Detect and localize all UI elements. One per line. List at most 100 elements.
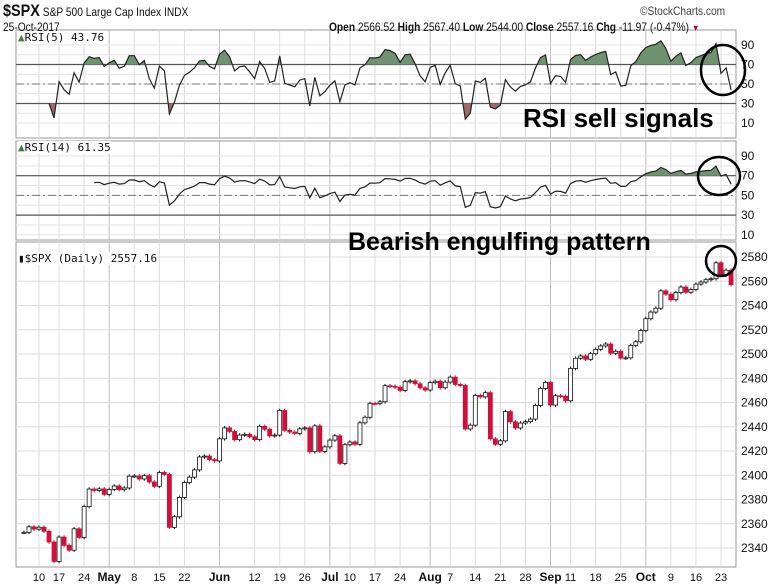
candle-body [46,530,52,543]
candle-body [492,438,498,445]
candle-body [437,380,443,389]
candle-body [638,330,644,343]
candle [76,526,82,540]
candle [563,394,568,403]
chart-date: 25-Oct-2017 [3,20,60,34]
candle [327,438,333,449]
low-value: 2544.00 [486,20,523,34]
candle [136,474,142,481]
candle-body [653,307,659,313]
candle-body [197,456,202,471]
candle-body [312,425,318,453]
change-label: Chg [596,20,617,34]
candle [232,429,237,442]
candle [71,526,77,553]
candle-body [121,487,127,491]
candle-body [347,441,353,446]
candle [61,535,67,548]
candle-body [66,544,72,551]
candle [372,401,378,406]
candle [257,424,263,442]
candle-body [81,506,87,538]
x-tick-label: 9 [668,572,674,584]
candle-body [623,357,629,360]
candle-body [502,411,508,442]
candle-body [126,475,132,489]
candle-body [136,475,142,480]
y-tick-label: 2440 [741,420,768,434]
candle [21,530,27,535]
candle-body [91,488,97,491]
candle [337,433,343,466]
candle-body [513,421,518,429]
candle [237,433,243,442]
candle [287,428,293,434]
candle [708,276,714,282]
candle [126,474,132,490]
x-tick-label: 12 [249,572,261,584]
candle [397,385,403,393]
candle [46,529,52,544]
candle [407,379,413,384]
rsi-tick-label: 70 [741,169,755,183]
candle-body [703,279,709,283]
x-tick-label: Aug [419,570,442,584]
close-value: 2557.16 [556,20,594,34]
y-tick-label: 2460 [741,396,768,410]
candle-body [141,475,147,480]
candle-body [21,531,27,534]
candle-body [212,459,217,462]
candle [317,424,323,454]
candle-body [227,427,232,432]
candle-body [713,262,719,280]
candle [41,525,47,534]
candle-body [417,383,423,389]
candle [297,426,303,436]
x-tick-label: 15 [153,572,165,584]
candle-body [728,269,734,286]
candle [166,472,172,530]
candle [242,432,248,437]
candle-body [558,395,563,398]
candle [608,342,614,356]
rsi14-line [94,165,732,209]
x-tick-label: 21 [494,572,506,584]
bearish-engulfing-annotation: Bearish engulfing pattern [348,228,651,256]
y-tick-label: 2400 [741,468,768,482]
candle [713,260,719,281]
candle-body [553,395,558,406]
candle [477,393,483,399]
candle [146,473,152,484]
candle [698,280,704,286]
candle-body [327,439,333,448]
x-tick-label: 24 [394,572,406,584]
candle-body [307,427,313,453]
candle [603,342,609,348]
candle [683,285,689,295]
x-tick-label: 24 [78,572,90,584]
candle [462,383,468,431]
x-tick-label: 10 [33,572,45,584]
candle [513,420,518,430]
candle-body [387,385,393,388]
candle-body [482,392,488,398]
candle [533,403,538,421]
rsi-tick-label: 50 [741,77,755,91]
candle-body [693,283,699,290]
candle [583,354,589,362]
candle-body [598,345,604,350]
candle-body [61,536,67,546]
candle [558,393,563,399]
high-value: 2567.40 [423,20,461,34]
candle [467,423,473,431]
candle [212,457,217,463]
candle-body [342,444,348,464]
candle [292,430,298,436]
candle-body [76,528,82,538]
price-highlight-circle [704,244,738,278]
candle [402,379,408,393]
security-name: S&P 500 Large Cap Index [42,5,162,19]
x-tick-label: May [98,570,122,584]
candle-body [146,475,152,483]
